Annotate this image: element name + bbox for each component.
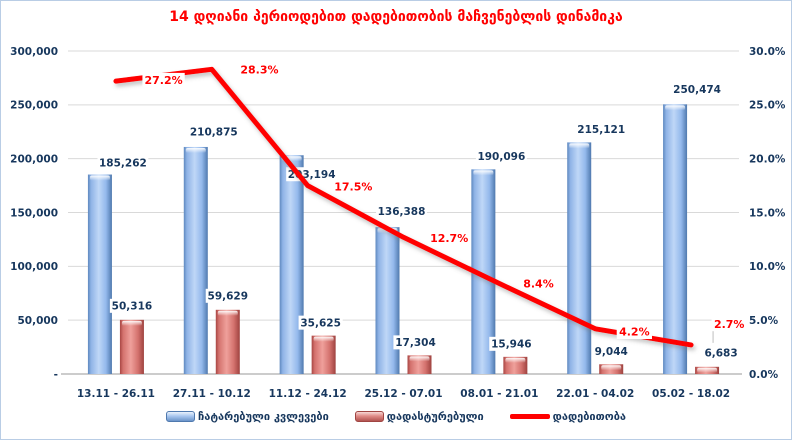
svg-text:35,625: 35,625 — [300, 317, 341, 329]
legend-item-confirmed: დადასტურებული — [354, 410, 484, 423]
legend: ჩატარებული კვლევები დადასტურებული დადები… — [1, 410, 791, 423]
svg-text:136,388: 136,388 — [378, 206, 426, 218]
svg-text:11.12 - 24.12: 11.12 - 24.12 — [269, 388, 347, 400]
series-tests-data-labels: 185,262210,875203,194136,388190,096215,1… — [97, 82, 723, 219]
svg-text:10.0%: 10.0% — [749, 261, 786, 273]
svg-text:25.0%: 25.0% — [749, 100, 786, 112]
svg-text:15.0%: 15.0% — [749, 207, 786, 219]
svg-text:27.11 - 10.12: 27.11 - 10.12 — [173, 388, 251, 400]
svg-text:-: - — [54, 369, 58, 381]
svg-text:300,000: 300,000 — [10, 46, 58, 58]
series-tests-bars — [87, 104, 688, 374]
svg-text:250,000: 250,000 — [10, 100, 58, 112]
svg-text:100,000: 100,000 — [10, 261, 58, 273]
svg-text:22.01 - 04.02: 22.01 - 04.02 — [556, 388, 634, 400]
right-axis-ticks: 30.0% 25.0% 20.0% 15.0% 10.0% 5.0% 0.0% — [749, 46, 786, 381]
svg-text:13.11 - 26.11: 13.11 - 26.11 — [77, 388, 155, 400]
series-confirmed-data-labels: 50,316 59,629 35,625 17,304 15,946 9,044 6,683 — [109, 288, 740, 360]
svg-text:28.3%: 28.3% — [240, 63, 278, 76]
svg-text:08.01 - 21.01: 08.01 - 21.01 — [460, 388, 538, 400]
left-axis-ticks: 300,000 250,000 200,000 150,000 100,000 50,00… — [10, 46, 58, 381]
svg-text:5.0%: 5.0% — [749, 315, 779, 327]
svg-text:0.0%: 0.0% — [749, 369, 779, 381]
svg-text:59,629: 59,629 — [208, 291, 249, 303]
red-line-swatch-icon — [509, 414, 550, 419]
svg-text:50,316: 50,316 — [112, 301, 153, 313]
positivity-line — [113, 66, 694, 348]
legend-label-tests: ჩატარებული კვლევები — [198, 410, 329, 423]
svg-text:50,000: 50,000 — [17, 315, 58, 327]
svg-text:17,304: 17,304 — [395, 337, 436, 349]
svg-text:2.7%: 2.7% — [714, 318, 745, 331]
svg-text:210,875: 210,875 — [190, 127, 238, 139]
svg-text:200,000: 200,000 — [10, 153, 58, 165]
legend-item-tests: ჩატარებული კვლევები — [166, 410, 329, 423]
svg-text:25.12 - 07.01: 25.12 - 07.01 — [364, 388, 442, 400]
svg-text:6,683: 6,683 — [704, 348, 737, 360]
positivity-data-labels: 27.2% 28.3% 17.5% 12.7% 8.4% 4.2% 2.7% — [142, 62, 747, 340]
svg-text:15,946: 15,946 — [491, 339, 532, 351]
svg-text:190,096: 190,096 — [477, 151, 525, 163]
svg-text:150,000: 150,000 — [10, 207, 58, 219]
legend-label-positivity: დადებითობა — [552, 410, 626, 423]
svg-text:17.5%: 17.5% — [334, 181, 372, 194]
svg-text:12.7%: 12.7% — [430, 232, 468, 245]
legend-label-confirmed: დადასტურებული — [386, 410, 484, 423]
svg-text:250,474: 250,474 — [673, 84, 721, 96]
legend-item-positivity: დადებითობა — [509, 410, 626, 423]
blue-bar-swatch-icon — [166, 411, 196, 422]
svg-text:8.4%: 8.4% — [523, 278, 554, 291]
svg-text:27.2%: 27.2% — [144, 74, 182, 87]
gridlines — [68, 50, 739, 321]
chart-title: 14 დღიანი პერიოდებით დადებითობის მაჩვენე… — [169, 9, 623, 25]
svg-text:215,121: 215,121 — [577, 124, 625, 136]
svg-text:20.0%: 20.0% — [749, 153, 786, 165]
svg-text:185,262: 185,262 — [99, 157, 147, 169]
series-confirmed-bars — [119, 309, 720, 374]
svg-text:05.02 - 18.02: 05.02 - 18.02 — [652, 388, 730, 400]
svg-text:4.2%: 4.2% — [619, 326, 650, 339]
svg-text:30.0%: 30.0% — [749, 46, 786, 58]
red-bar-swatch-icon — [354, 411, 384, 422]
x-axis-category-labels: 13.11 - 26.11 27.11 - 10.12 11.12 - 24.12 2… — [77, 388, 730, 400]
svg-text:9,044: 9,044 — [595, 346, 628, 358]
